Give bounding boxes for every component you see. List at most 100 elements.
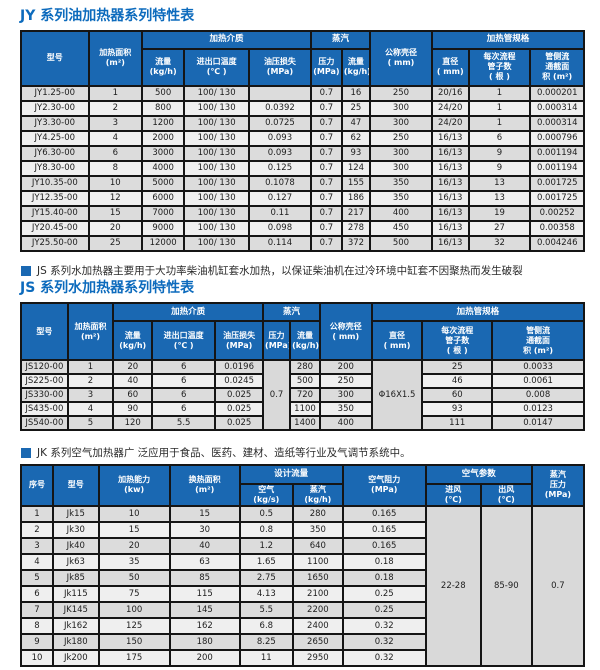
jy-col-model: 型号 (20, 29, 90, 87)
table-cell: 1200 (141, 114, 186, 132)
table-cell: 800 (141, 99, 186, 117)
table-cell: 24/20 (430, 114, 470, 132)
table-cell: 280 (291, 504, 344, 523)
table-cell: 35 (97, 552, 171, 571)
jk-col-inlet: 进风 (℃) (424, 482, 482, 507)
merged-cell: 0.7 (530, 504, 586, 667)
table-cell: 0.127 (247, 189, 312, 207)
table-cell: 372 (340, 234, 372, 252)
table-cell: 16/13 (430, 144, 470, 162)
table-cell: 2950 (291, 648, 344, 667)
table-cell: 115 (168, 584, 241, 603)
table-cell: 350 (291, 520, 344, 539)
table-cell: 0.7 (309, 189, 343, 207)
table-cell: 0.00358 (529, 219, 585, 237)
jk-table-header: 序号 型号 加热能力 (kw) 换热面积 (m²) 设计流量 空气阻力 (MPa… (20, 463, 586, 507)
table-cell: 1400 (289, 415, 321, 432)
jk-table-body: 1 Jk15 10 15 0.5 280 0.165 22-28 85-90 0.7 2 Jk30 15… (20, 504, 586, 667)
table-cell: 75 (97, 584, 171, 603)
js-col-diameter: 直径 ( mm) (370, 320, 424, 362)
table-cell: 150 (97, 632, 171, 651)
table-cell: 100/ 130 (183, 219, 250, 237)
table-cell: 0.18 (341, 568, 427, 587)
table-cell: 16 (340, 84, 372, 102)
js-table-body: JS120-00 1 20 6 0.0196 0.7 280 200 Φ16X1.5 25 0.00… (20, 359, 585, 432)
table-cell: 0.025 (214, 401, 265, 418)
table-cell: 9 (467, 144, 532, 162)
table-cell: 0.000314 (529, 114, 585, 132)
table-cell: 250 (369, 84, 433, 102)
table-cell: 350 (318, 401, 373, 418)
table-cell: 100/ 130 (183, 189, 250, 207)
table-cell: 15 (87, 204, 144, 222)
table-cell: 186 (340, 189, 372, 207)
table-cell: 145 (168, 600, 241, 619)
jk-group-design-flow: 设计流量 (238, 463, 344, 485)
table-cell: 4 (20, 552, 54, 571)
table-cell: 0.125 (247, 159, 312, 177)
table-cell: 0.1078 (247, 174, 312, 192)
table-cell: 10 (97, 504, 171, 523)
js-note: JS 系列水加热器主要用于大功率柴油机缸套水加热，以保证柴油机在过冷环境中缸套不… (21, 265, 585, 278)
table-cell: 111 (421, 415, 494, 432)
js-group-tube: 加热管规格 (370, 302, 586, 323)
table-cell: 2 (87, 99, 144, 117)
table-cell: 2650 (291, 632, 344, 651)
js-col-tube-count: 每次流程 管子数 ( 根 ) (421, 320, 494, 362)
table-cell: 6 (151, 359, 217, 376)
table-cell: 9000 (141, 219, 186, 237)
jk-col-air: 空气 (kg/s) (238, 482, 294, 507)
table-cell: 1 (20, 504, 54, 523)
table-cell: 16/13 (430, 129, 470, 147)
jk-col-index: 序号 (20, 463, 54, 507)
table-cell: JS120-00 (20, 359, 69, 376)
jy-col-steam-flow: 流量 (kg/h) (340, 47, 372, 87)
table-row: JY8.30-00 8 4000 100/ 130 0.125 0.7 124 300 16/1… (20, 159, 585, 177)
bullet-square-icon (21, 266, 31, 277)
table-cell: 7 (20, 600, 54, 619)
table-cell: 250 (318, 373, 373, 390)
table-cell: 4 (66, 401, 115, 418)
jy-col-temp: 进出口温度 (℃ ) (183, 47, 250, 87)
table-cell: 1 (467, 114, 532, 132)
table-cell: 0.7 (309, 129, 343, 147)
jk-note: JK 系列空气加热器广 泛应用于食品、医药、建材、造纸等行业及气调节系统中。 (21, 447, 585, 460)
table-cell: 300 (369, 159, 433, 177)
table-cell: 100/ 130 (183, 174, 250, 192)
table-cell: 3 (20, 536, 54, 555)
table-cell: 9 (467, 159, 532, 177)
table-cell: 0.11 (247, 204, 312, 222)
table-cell: JY12.35-00 (20, 189, 90, 207)
table-cell: 0.25 (341, 600, 427, 619)
table-cell: 2.75 (238, 568, 294, 587)
table-cell: 200 (168, 648, 241, 667)
table-cell: 300 (369, 144, 433, 162)
jy-spec-table: 型号 加热面积 (m²) 加热介质 蒸汽 公称壳径 ( mm) 加热管规格 流量… (20, 29, 586, 252)
table-cell: 2 (66, 373, 115, 390)
table-cell: 280 (289, 359, 321, 376)
jy-table-title: JY 系列油加热器系列特性表 (20, 8, 195, 24)
table-cell: 1 (87, 84, 144, 102)
table-cell: 25 (87, 234, 144, 252)
table-cell: 0.7 (309, 204, 343, 222)
table-cell: JY2.30-00 (20, 99, 90, 117)
table-cell: 124 (340, 159, 372, 177)
js-col-oil-loss: 油压损失 (MPa) (214, 320, 265, 362)
table-cell: 0.00252 (529, 204, 585, 222)
table-cell: 19 (467, 204, 532, 222)
table-cell: 63 (168, 552, 241, 571)
table-cell: Jk115 (51, 584, 100, 603)
table-cell: 2200 (291, 600, 344, 619)
table-cell: 16/13 (430, 159, 470, 177)
table-cell: 40 (112, 373, 154, 390)
js-col-temp: 进出口温度 (℃ ) (151, 320, 217, 362)
js-col-pressure: 压力 (MPa) (262, 320, 292, 362)
table-row: JY20.45-00 20 9000 100/ 130 0.098 0.7 278 450 16… (20, 219, 585, 237)
table-cell: 2000 (141, 129, 186, 147)
table-cell: 100/ 130 (183, 234, 250, 252)
table-cell: 120 (112, 415, 154, 432)
table-row: 8 Jk162 125 162 6.8 2400 0.32 (20, 616, 584, 635)
jy-col-area: 加热面积 (m²) (87, 29, 144, 87)
table-cell: 1 (467, 99, 532, 117)
